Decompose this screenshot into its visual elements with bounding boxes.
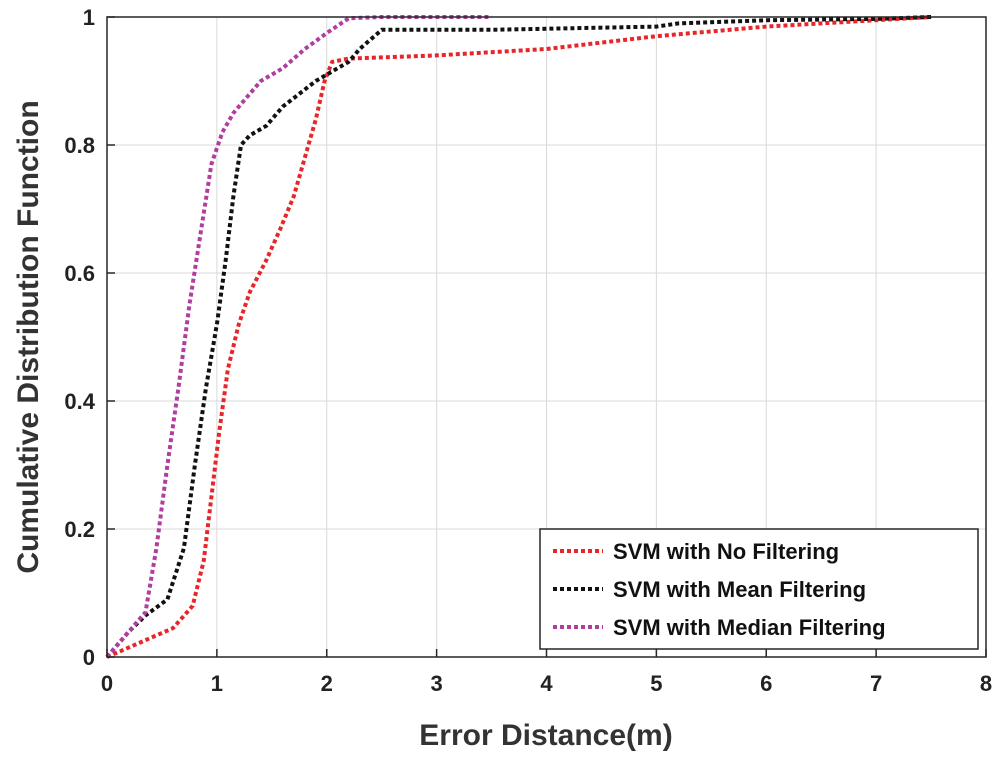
y-tick-label: 1: [83, 5, 95, 30]
x-tick-label: 0: [101, 671, 113, 696]
tick-labels: 0 1 2 3 4 5 6 7 8 0 0.2 0.4 0.6 0.8 1: [64, 5, 992, 696]
y-tick-label: 0.4: [64, 389, 95, 414]
y-tick-label: 0: [83, 645, 95, 670]
x-tick-label: 5: [650, 671, 662, 696]
x-tick-label: 6: [760, 671, 772, 696]
legend-box: [539, 528, 979, 650]
y-tick-label: 0.2: [64, 517, 95, 542]
x-axis-title: Error Distance(m): [419, 719, 672, 752]
x-tick-label: 7: [870, 671, 882, 696]
x-tick-label: 4: [540, 671, 553, 696]
y-tick-label: 0.6: [64, 261, 95, 286]
series-group: [105, 15, 932, 659]
legend-label-no-filtering: SVM with No Filtering: [613, 539, 839, 564]
x-tick-label: 8: [980, 671, 992, 696]
legend: SVM with No Filtering SVM with Mean Filt…: [539, 528, 979, 650]
series-mean-filtering: [105, 15, 932, 659]
y-tick-label: 0.8: [64, 133, 95, 158]
series-median-filtering: [105, 15, 492, 659]
x-tick-label: 2: [321, 671, 333, 696]
legend-label-median-filtering: SVM with Median Filtering: [613, 615, 886, 640]
x-tick-label: 3: [431, 671, 443, 696]
legend-label-mean-filtering: SVM with Mean Filtering: [613, 577, 866, 602]
series-no-filtering: [106, 15, 932, 659]
x-tick-label: 1: [211, 671, 223, 696]
y-axis-title: Cumulative Distribution Function: [12, 100, 45, 573]
